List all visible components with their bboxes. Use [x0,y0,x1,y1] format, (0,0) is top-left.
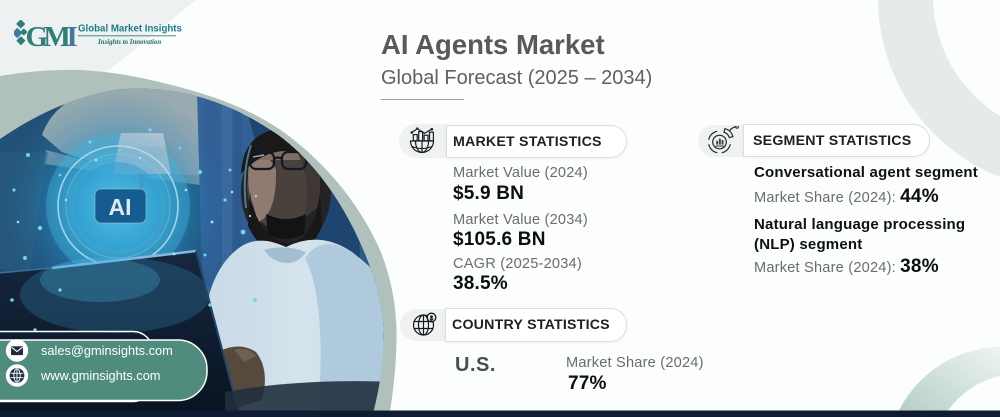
svg-text:Global Market Insights: Global Market Insights [78,24,182,35]
svg-text:sales@gminsights.com: sales@gminsights.com [41,343,173,358]
svg-text:Insights to Innovation: Insights to Innovation [97,39,161,46]
svg-text:www.gminsights.com: www.gminsights.com [40,368,160,383]
svg-text:M: M [44,21,71,53]
svg-text:I: I [67,21,78,53]
svg-text:AI: AI [109,194,132,220]
svg-text:G: G [26,21,49,53]
